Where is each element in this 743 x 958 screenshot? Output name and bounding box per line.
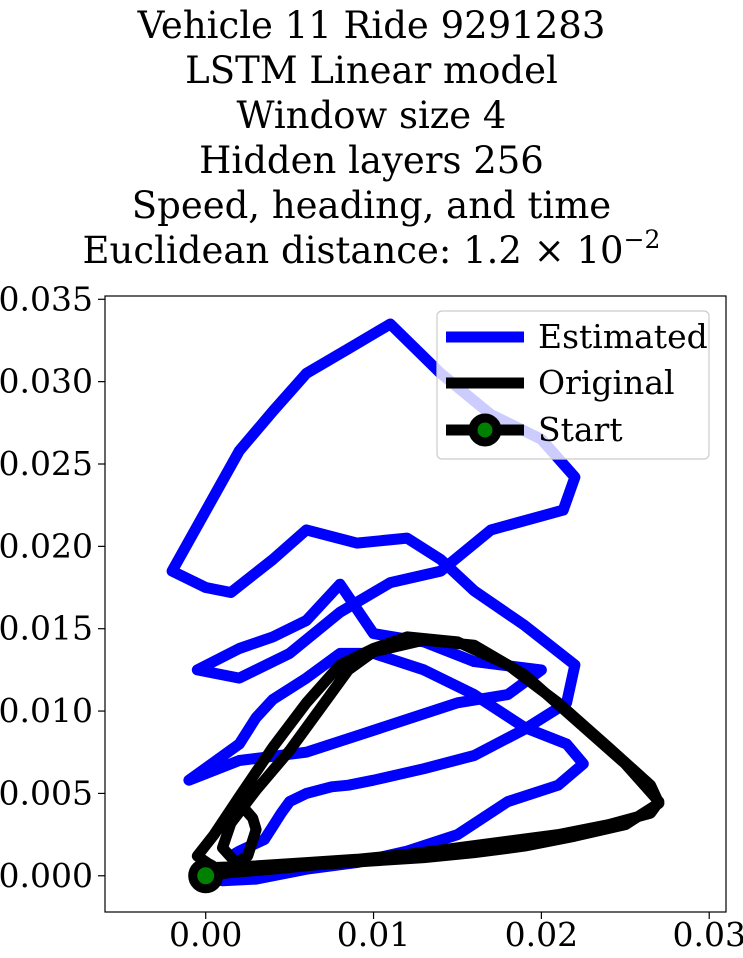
legend-box: [436, 310, 710, 460]
title-line-model: LSTM Linear model: [185, 49, 558, 92]
axes-layer: 0.00 0.01 0.02 0.03 0.000 0.005 0.010 0.015 0.02…: [0, 279, 743, 954]
series-line-estimated: [166, 318, 589, 887]
legend-label-start: Start: [538, 410, 623, 449]
y-tick-label: 0.015: [0, 609, 93, 648]
y-tick-label: 0.030: [0, 362, 93, 401]
title-line-vehicle: Vehicle 11 Ride 9291283: [137, 4, 606, 47]
title-line-window: Window size 4: [236, 94, 507, 137]
legend: Estimated Original Start: [436, 310, 710, 460]
y-tick-label: 0.010: [0, 691, 93, 730]
title-line-features: Speed, heading, and time: [131, 184, 612, 227]
axes-frame: [104, 295, 727, 913]
chart-title: Vehicle 11 Ride 9291283 LSTM Linear mode…: [0, 0, 743, 272]
title-line-distance: Euclidean distance: 1.2 × 10−2: [0, 225, 743, 277]
x-tick-label: 0.01: [337, 915, 410, 954]
series-line-original: [191, 631, 665, 882]
legend-label-estimated: Estimated: [538, 317, 708, 356]
y-tick-label: 0.000: [0, 856, 93, 895]
y-tick-label: 0.025: [0, 444, 93, 483]
legend-label-original: Original: [538, 363, 675, 402]
x-tick-label: 0.03: [672, 915, 743, 954]
y-tick-label: 0.035: [0, 279, 93, 318]
start-marker: [188, 858, 224, 894]
x-tick-label: 0.02: [505, 915, 578, 954]
y-tick-label: 0.005: [0, 773, 93, 812]
distance-text: Euclidean distance: 1.2 × 10: [82, 229, 624, 272]
series-layer: [166, 318, 665, 894]
legend-start-marker: [468, 413, 502, 447]
title-line-hidden-layers: Hidden layers 256: [199, 139, 544, 182]
x-tick-label: 0.00: [169, 915, 242, 954]
y-tick-label: 0.020: [0, 526, 93, 565]
distance-exponent: −2: [623, 225, 661, 254]
